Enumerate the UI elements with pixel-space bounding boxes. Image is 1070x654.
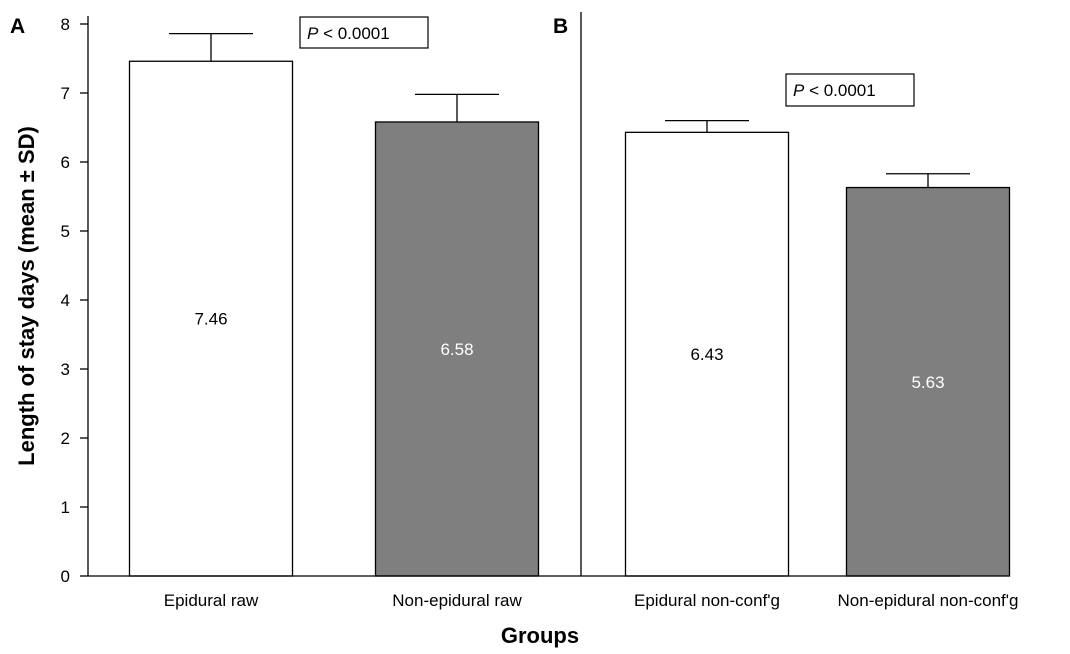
y-axis-title: Length of stay days (mean ± SD) — [14, 126, 39, 466]
bar — [128, 60, 294, 577]
p-symbol-a: P — [307, 24, 319, 43]
y-tick-label: 5 — [61, 222, 70, 241]
bar-value-label: 7.46 — [194, 310, 227, 329]
bar — [624, 131, 790, 577]
bar-value-label: 5.63 — [911, 373, 944, 392]
p-value-b: P < 0.0001 — [793, 81, 876, 100]
panel-a-label: A — [10, 15, 25, 38]
bar-value-label: 6.58 — [440, 340, 473, 359]
x-category-label: Non-epidural raw — [392, 591, 522, 610]
p-value-box-b: P < 0.0001 — [785, 73, 915, 107]
y-tick-label: 0 — [61, 567, 70, 586]
y-tick-label: 1 — [61, 498, 70, 517]
x-category-label: Epidural non-conf'g — [634, 591, 780, 610]
ticks-layer: 0 1 2 3 4 5 6 7 8 — [61, 15, 88, 586]
y-tick-label: 7 — [61, 84, 70, 103]
x-axis-title: Groups — [501, 623, 579, 648]
y-tick-label: 3 — [61, 360, 70, 379]
x-category-label: Epidural raw — [164, 591, 259, 610]
p-threshold-b: < 0.0001 — [804, 81, 875, 100]
y-tick-label: 6 — [61, 153, 70, 172]
y-tick-label: 4 — [61, 291, 70, 310]
p-symbol-b: P — [793, 81, 805, 100]
panel-b-label: B — [553, 15, 568, 38]
bars-layer: 7.46 Epidural raw 6.58 Non-epidural raw 6.43… — [128, 33, 1019, 610]
y-tick-label: 8 — [61, 15, 70, 34]
bar — [845, 186, 1011, 577]
p-value-box-a: P < 0.0001 — [299, 16, 429, 49]
p-value-box-b-frame — [785, 73, 915, 107]
bar-value-label: 6.43 — [690, 345, 723, 364]
p-value-box-a-frame — [299, 16, 429, 49]
y-tick-label: 2 — [61, 429, 70, 448]
p-threshold-a: < 0.0001 — [318, 24, 389, 43]
x-category-label: Non-epidural non-conf'g — [838, 591, 1019, 610]
p-value-a: P < 0.0001 — [307, 24, 390, 43]
axes-layer — [87, 12, 960, 577]
